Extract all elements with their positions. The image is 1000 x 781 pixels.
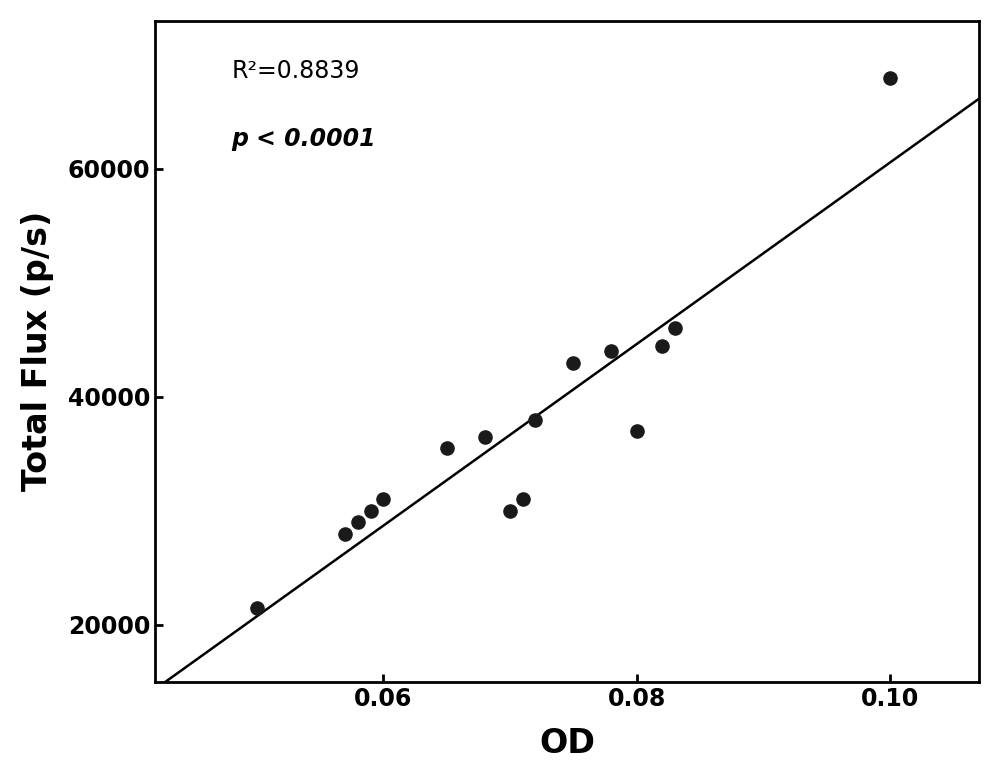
Point xyxy=(565,356,581,369)
Point xyxy=(502,505,518,517)
Point xyxy=(667,323,683,335)
Text: p < 0.0001: p < 0.0001 xyxy=(231,127,376,152)
Point xyxy=(527,413,543,426)
Point xyxy=(350,516,366,529)
Y-axis label: Total Flux (p/s): Total Flux (p/s) xyxy=(21,211,54,491)
Point xyxy=(439,442,455,455)
Point xyxy=(249,601,265,614)
Point xyxy=(337,527,353,540)
Point xyxy=(603,345,619,358)
Text: R²=0.8839: R²=0.8839 xyxy=(231,59,360,83)
Point xyxy=(375,493,391,505)
Point xyxy=(882,72,898,84)
X-axis label: OD: OD xyxy=(539,727,595,760)
Point xyxy=(629,425,645,437)
Point xyxy=(515,493,531,505)
Point xyxy=(654,339,670,351)
Point xyxy=(363,505,379,517)
Point xyxy=(477,430,493,443)
